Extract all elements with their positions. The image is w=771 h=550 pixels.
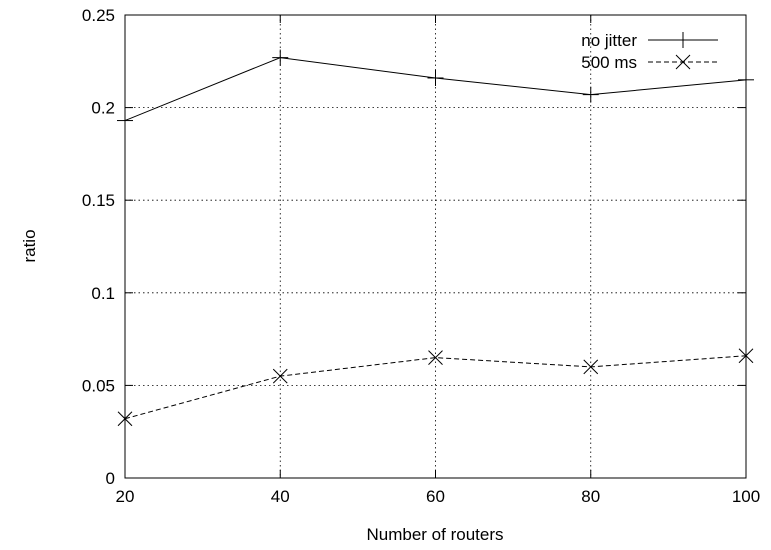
y-tick-label: 0: [106, 469, 115, 488]
y-axis-label: ratio: [20, 229, 39, 262]
axis-ticks: 20 40 60 80 100 0 0.05 0.1 0.15 0.2 0.25: [82, 6, 760, 506]
x-tick-label: 80: [581, 487, 600, 506]
data-point: [428, 350, 443, 365]
legend-marker: [675, 54, 691, 70]
data-point: [272, 49, 289, 66]
data-point: [427, 69, 444, 86]
x-tick-label: 20: [116, 487, 135, 506]
x-tick-label: 60: [426, 487, 445, 506]
legend-marker: [675, 32, 691, 48]
series-1: [117, 348, 754, 427]
series-line: [124, 355, 747, 420]
x-tick-label: 100: [732, 487, 760, 506]
data-series: [117, 49, 754, 427]
data-point: [738, 348, 754, 364]
y-tick-label: 0.2: [91, 99, 115, 118]
y-tick-label: 0.1: [91, 284, 115, 303]
series-0: [117, 49, 754, 129]
legend-label: no jitter: [581, 31, 637, 50]
y-tick-label: 0.05: [82, 376, 115, 395]
data-point: [117, 112, 133, 129]
data-point: [738, 71, 754, 88]
y-tick-label: 0.15: [82, 191, 115, 210]
data-point: [272, 368, 288, 384]
series-line: [124, 57, 747, 122]
y-tick-label: 0.25: [82, 6, 115, 25]
legend-label: 500 ms: [581, 53, 637, 72]
data-point: [582, 86, 599, 103]
data-point: [583, 359, 599, 375]
x-tick-label: 40: [271, 487, 290, 506]
legend: no jitter 500 ms: [581, 31, 718, 72]
data-point: [117, 411, 133, 427]
x-axis-label: Number of routers: [367, 525, 504, 544]
